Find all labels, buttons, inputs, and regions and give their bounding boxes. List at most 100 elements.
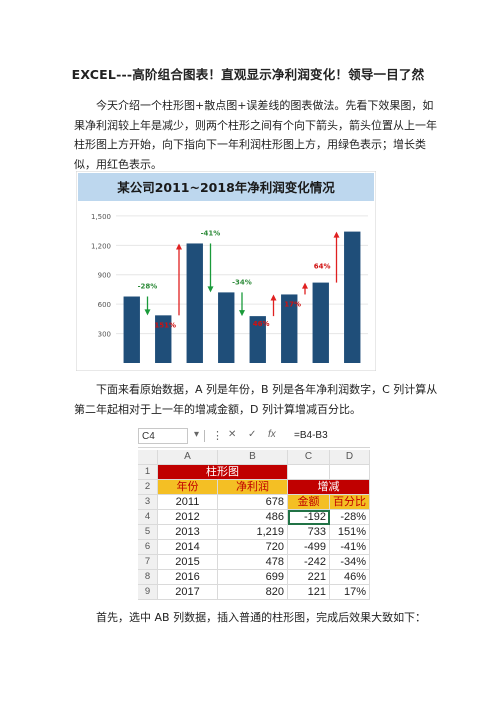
amount-cell[interactable]: -499 [288,540,330,555]
chart-header-cell[interactable]: 柱形图 [158,465,288,480]
bar-2017 [312,282,329,363]
article-title: EXCEL---高阶组合图表！直观显示净利润变化！领导一目了然 [71,67,425,82]
row-header[interactable]: 8 [138,570,158,585]
bar-2013 [186,243,203,363]
data-description-paragraph: 下面来看原始数据，A 列是年份，B 列是各年净利润数字，C 列计算从第二年起相对… [74,383,438,416]
row-header[interactable]: 3 [138,495,158,510]
arrow-head-5 [302,282,308,289]
more-icon[interactable]: ⋮ [212,430,223,442]
pct-header-cell[interactable]: 百分比 [330,495,370,510]
profit-cell[interactable]: 486 [218,510,288,525]
chart-title-band [78,173,374,201]
change-label-3: -34% [232,278,252,286]
row-header[interactable]: 6 [138,540,158,555]
profit-header-cell[interactable]: 净利润 [218,480,288,495]
change-label-1: 151% [154,321,176,329]
net-profit-chart: 某公司2011~2018年净利润变化情况 300 600 900 1,200 1,500… [76,171,376,371]
sheet-row-5: 5 2013 1,219 733 151% [138,525,370,540]
bar-2011 [123,296,140,363]
sheet-row-7: 7 2015 478 -242 -34% [138,555,370,570]
amount-cell[interactable]: -242 [288,555,330,570]
year-cell[interactable]: 2011 [158,495,218,510]
arrow-head-3 [239,310,245,317]
row-header[interactable]: 5 [138,525,158,540]
year-cell[interactable]: 2015 [158,555,218,570]
row-header[interactable]: 2 [138,480,158,495]
pct-cell[interactable]: 17% [330,585,370,600]
cell-c1[interactable] [288,465,330,480]
sheet-row-9: 9 2017 820 121 17% [138,585,370,600]
bar-2015 [249,316,266,363]
year-cell[interactable]: 2012 [158,510,218,525]
pct-cell[interactable]: 46% [330,570,370,585]
year-cell[interactable]: 2013 [158,525,218,540]
column-header-A[interactable]: A [158,450,218,465]
chart-figure: 某公司2011~2018年净利润变化情况 300 600 900 1,200 1,500… [76,171,376,371]
bar-2012 [155,315,172,363]
column-header-B[interactable]: B [218,450,288,465]
row-header[interactable]: 4 [138,510,158,525]
sheet-row-3: 3 2011 678 金额 百分比 [138,495,370,510]
y-tick-label: 1,500 [91,213,111,221]
profit-cell[interactable]: 478 [218,555,288,570]
fx-icon[interactable]: fx [268,429,276,440]
y-tick-label: 600 [98,301,111,309]
arrow-head-2 [207,286,214,293]
column-header-C[interactable]: C [288,450,330,465]
sheet-row-2: 2 年份 净利润 增减 [138,480,370,495]
bar-2018 [344,231,361,363]
row-header[interactable]: 1 [138,465,158,480]
change-header-cell[interactable]: 增减 [288,480,370,495]
select-all-corner[interactable] [138,450,158,465]
year-cell[interactable]: 2016 [158,570,218,585]
change-label-0: -28% [138,283,158,291]
change-label-6: 64% [314,263,331,271]
confirm-icon[interactable]: ✓ [248,429,257,440]
step-paragraph: 首先，选中 AB 列数据，插入普通的柱形图，完成后效果大致如下： [96,611,427,624]
pct-cell[interactable]: 151% [330,525,370,540]
bar-2016 [281,294,298,363]
cancel-icon[interactable]: ✕ [228,429,237,440]
name-box[interactable]: C4 [138,428,188,444]
sheet-row-4: 4 2012 486 -192 -28% [138,510,370,525]
pct-cell[interactable]: -28% [330,510,370,525]
profit-cell[interactable]: 720 [218,540,288,555]
amount-cell[interactable]: 221 [288,570,330,585]
amount-cell[interactable]: 733 [288,525,330,540]
change-label-4: 46% [253,320,270,328]
sheet-row-1: 1 柱形图 [138,465,370,480]
profit-cell[interactable]: 820 [218,585,288,600]
bar-2014 [218,292,235,363]
change-label-2: -41% [201,229,221,237]
sheet-row-6: 6 2014 720 -499 -41% [138,540,370,555]
year-cell[interactable]: 2014 [158,540,218,555]
formula-bar: C4 ▾ ⋮ ✕ ✓ fx =B4-B3 [138,426,370,448]
arrow-head-4 [270,294,277,301]
pct-cell[interactable]: -34% [330,555,370,570]
profit-cell[interactable]: 678 [218,495,288,510]
cell-d1[interactable] [330,465,370,480]
y-tick-label: 1,200 [91,242,111,250]
amount-cell[interactable]: 121 [288,585,330,600]
intro-paragraph: 今天介绍一个柱形图+散点图+误差线的图表做法。先看下效果图，如果净利润较上年是减… [74,99,437,171]
year-cell[interactable]: 2017 [158,585,218,600]
amount-cell[interactable]: -192 [288,510,330,525]
arrow-head-6 [333,231,340,238]
pct-cell[interactable]: -41% [330,540,370,555]
sheet-row-8: 8 2016 699 221 46% [138,570,370,585]
row-header[interactable]: 7 [138,555,158,570]
formula-input[interactable]: =B4-B3 [294,430,328,441]
column-header-D[interactable]: D [330,450,370,465]
arrow-head-0 [144,309,151,316]
dropdown-icon[interactable]: ▾ [194,429,200,440]
profit-cell[interactable]: 1,219 [218,525,288,540]
arrow-head-1 [176,243,182,250]
chart-title: 某公司2011~2018年净利润变化情况 [117,180,335,195]
row-header[interactable]: 9 [138,585,158,600]
spreadsheet: C4 ▾ ⋮ ✕ ✓ fx =B4-B3 A B C D 1 柱形图 2 年份 净利润 增减 3 20… [138,426,370,609]
profit-cell[interactable]: 699 [218,570,288,585]
year-header-cell[interactable]: 年份 [158,480,218,495]
amount-header-cell[interactable]: 金额 [288,495,330,510]
y-tick-label: 900 [98,272,111,280]
